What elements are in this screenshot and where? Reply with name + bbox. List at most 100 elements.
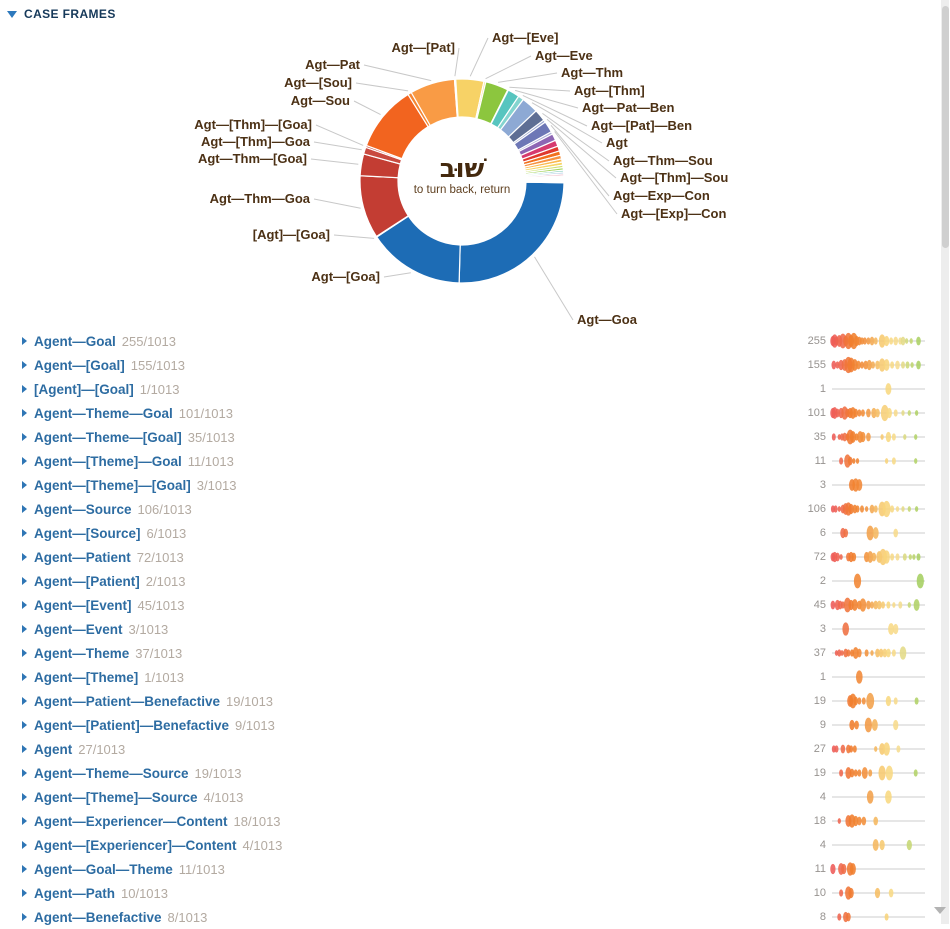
case-frame-row[interactable]: Agent—Patient—Benefactive 19/1013 19 xyxy=(0,689,950,713)
expand-caret-icon[interactable] xyxy=(22,865,27,873)
case-frame-label[interactable]: Agent—Goal—Theme xyxy=(34,861,173,877)
case-frame-row[interactable]: Agent—Patient 72/1013 72 xyxy=(0,545,950,569)
expand-caret-icon[interactable] xyxy=(22,817,27,825)
case-frame-row[interactable]: Agent—Experiencer—Content 18/1013 18 xyxy=(0,809,950,833)
segment-callout-label: Agt—Eve xyxy=(535,48,593,63)
case-frame-label[interactable]: Agent—Benefactive xyxy=(34,909,162,925)
expand-caret-icon[interactable] xyxy=(22,601,27,609)
expand-caret-icon[interactable] xyxy=(22,649,27,657)
distribution-plot: 1 xyxy=(798,665,930,689)
expand-caret-icon[interactable] xyxy=(22,721,27,729)
row-count-number: 8 xyxy=(819,911,826,923)
expand-caret-icon[interactable] xyxy=(22,697,27,705)
occurrence-blob xyxy=(871,719,878,731)
case-frame-label[interactable]: Agent—Theme—Goal xyxy=(34,405,173,421)
expand-caret-icon[interactable] xyxy=(22,577,27,585)
expand-caret-icon[interactable] xyxy=(22,553,27,561)
expand-caret-icon[interactable] xyxy=(22,481,27,489)
case-frame-label[interactable]: Agent—[Theme]—Source xyxy=(34,789,198,805)
case-frame-label[interactable]: Agent—[Patient]—Benefactive xyxy=(34,717,230,733)
case-frame-row[interactable]: Agent—Theme 37/1013 37 xyxy=(0,641,950,665)
case-frame-row[interactable]: Agent—Theme—Source 19/1013 19 xyxy=(0,761,950,785)
occurrence-blob xyxy=(886,407,892,419)
case-frame-row[interactable]: Agent—Goal 255/1013 255 xyxy=(0,329,950,353)
expand-caret-icon[interactable] xyxy=(22,433,27,441)
distribution-plot: 9 xyxy=(798,713,930,737)
case-frame-row[interactable]: Agent—Source 106/1013 106 xyxy=(0,497,950,521)
occurrence-blob xyxy=(852,458,856,464)
expand-caret-icon[interactable] xyxy=(22,889,27,897)
case-frame-label[interactable]: Agent—Theme—[Goal] xyxy=(34,429,182,445)
expand-caret-icon[interactable] xyxy=(22,769,27,777)
case-frame-row[interactable]: Agent—[Patient]—Benefactive 9/1013 9 xyxy=(0,713,950,737)
case-frame-label[interactable]: Agent—[Experiencer]—Content xyxy=(34,837,237,853)
case-frame-row[interactable]: Agent—[Experiencer]—Content 4/1013 4 xyxy=(0,833,950,857)
case-frame-label[interactable]: Agent—Patient xyxy=(34,549,131,565)
case-frame-label[interactable]: Agent—[Goal] xyxy=(34,357,125,373)
case-frame-label[interactable]: Agent—[Event] xyxy=(34,597,132,613)
case-frame-row[interactable]: Agent—Path 10/1013 10 xyxy=(0,881,950,905)
expand-caret-icon[interactable] xyxy=(22,913,27,921)
callout-line xyxy=(310,158,359,165)
scrollbar-track[interactable] xyxy=(941,0,949,924)
case-frame-label[interactable]: Agent xyxy=(34,741,73,757)
case-frame-row[interactable]: Agent—Theme—[Goal] 35/1013 35 xyxy=(0,425,950,449)
expand-caret-icon[interactable] xyxy=(22,625,27,633)
case-frame-label[interactable]: Agent—[Theme]—[Goal] xyxy=(34,477,191,493)
case-frame-label[interactable]: Agent—Theme—Source xyxy=(34,765,189,781)
expand-caret-icon[interactable] xyxy=(22,673,27,681)
case-frame-label[interactable]: Agent—[Theme] xyxy=(34,669,139,685)
case-frame-label[interactable]: Agent—Path xyxy=(34,885,115,901)
case-frame-row[interactable]: Agent—[Patient] 2/1013 2 xyxy=(0,569,950,593)
case-frame-row[interactable]: Agent—[Source] 6/1013 6 xyxy=(0,521,950,545)
case-frame-label[interactable]: Agent—Patient—Benefactive xyxy=(34,693,221,709)
case-frame-label[interactable]: [Agent]—[Goal] xyxy=(34,381,134,397)
case-frame-row[interactable]: Agent—[Theme]—[Goal] 3/1013 3 xyxy=(0,473,950,497)
occurrence-blob xyxy=(916,336,921,346)
case-frames-header[interactable]: CASE FRAMES xyxy=(7,7,116,21)
case-frame-label[interactable]: Agent—Event xyxy=(34,621,123,637)
expand-caret-icon[interactable] xyxy=(22,337,27,345)
case-frame-label[interactable]: Agent—Theme xyxy=(34,645,130,661)
scrollbar-thumb[interactable] xyxy=(941,6,949,248)
occurrence-blob xyxy=(856,816,862,826)
case-frame-label[interactable]: Agent—[Patient] xyxy=(34,573,140,589)
expand-caret-icon[interactable] xyxy=(22,745,27,753)
case-frame-label[interactable]: Agent—[Theme]—Goal xyxy=(34,453,182,469)
case-frame-row[interactable]: Agent—Theme—Goal 101/1013 101 xyxy=(0,401,950,425)
collapse-triangle-icon[interactable] xyxy=(7,10,17,18)
occurrence-blob xyxy=(913,769,918,777)
case-frame-row[interactable]: [Agent]—[Goal] 1/1013 1 xyxy=(0,377,950,401)
expand-caret-icon[interactable] xyxy=(22,409,27,417)
expand-caret-icon[interactable] xyxy=(22,457,27,465)
distribution-plot: 37 xyxy=(798,641,930,665)
occurrence-blob xyxy=(849,768,855,778)
expand-caret-icon[interactable] xyxy=(22,505,27,513)
case-frame-label[interactable]: Agent—Experiencer—Content xyxy=(34,813,228,829)
case-frame-row[interactable]: Agent—Goal—Theme 11/1013 11 xyxy=(0,857,950,881)
donut-segment-other[interactable] xyxy=(525,181,565,184)
occurrence-blob xyxy=(893,697,898,705)
scroll-down-arrow-icon[interactable] xyxy=(934,907,946,914)
occurrence-blob xyxy=(840,650,844,656)
case-frame-row[interactable]: Agent—Benefactive 8/1013 8 xyxy=(0,905,950,929)
case-frame-row[interactable]: Agent 27/1013 27 xyxy=(0,737,950,761)
donut-segment[interactable] xyxy=(458,181,565,284)
case-frame-label[interactable]: Agent—Source xyxy=(34,501,132,517)
case-frame-row[interactable]: Agent—Event 3/1013 3 xyxy=(0,617,950,641)
case-frame-count: 4/1013 xyxy=(242,837,283,853)
expand-caret-icon[interactable] xyxy=(22,385,27,393)
row-count-number: 101 xyxy=(807,407,826,419)
case-frame-row[interactable]: Agent—[Theme]—Goal 11/1013 11 xyxy=(0,449,950,473)
case-frame-row[interactable]: Agent—[Event] 45/1013 45 xyxy=(0,593,950,617)
case-frame-label[interactable]: Agent—[Source] xyxy=(34,525,141,541)
case-frame-row[interactable]: Agent—[Theme] 1/1013 1 xyxy=(0,665,950,689)
case-frame-row[interactable]: Agent—[Theme]—Source 4/1013 4 xyxy=(0,785,950,809)
expand-caret-icon[interactable] xyxy=(22,793,27,801)
expand-caret-icon[interactable] xyxy=(22,361,27,369)
expand-caret-icon[interactable] xyxy=(22,841,27,849)
occurrence-blob xyxy=(866,432,871,442)
case-frame-row[interactable]: Agent—[Goal] 155/1013 155 xyxy=(0,353,950,377)
expand-caret-icon[interactable] xyxy=(22,529,27,537)
case-frame-label[interactable]: Agent—Goal xyxy=(34,333,116,349)
